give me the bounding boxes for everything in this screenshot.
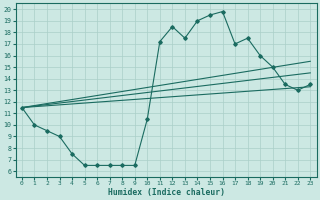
X-axis label: Humidex (Indice chaleur): Humidex (Indice chaleur)	[108, 188, 225, 197]
